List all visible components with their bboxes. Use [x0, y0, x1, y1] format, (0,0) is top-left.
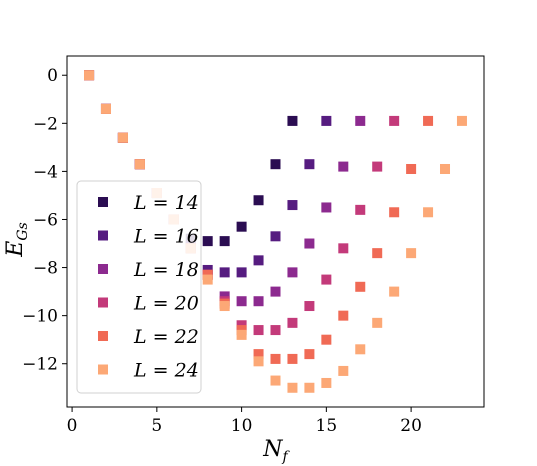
marker-series-4-point-19 [406, 163, 417, 174]
y-tick-label-1: −2 [33, 114, 58, 134]
marker-series-4-point-15 [338, 310, 349, 321]
x-tick-label-0: 0 [67, 416, 78, 436]
x-axis-label: Nf [262, 437, 290, 465]
marker-series-5-point-1 [100, 103, 111, 114]
legend-label-4: L = 22 [133, 326, 199, 348]
marker-series-3-point-10 [253, 325, 264, 336]
x-tick-label-3: 15 [316, 416, 338, 436]
marker-series-5-point-20 [423, 207, 434, 218]
marker-series-0-point-12 [287, 115, 298, 126]
legend-swatch-1 [98, 230, 108, 241]
marker-series-3-point-16 [355, 204, 366, 215]
marker-series-3-point-15 [338, 243, 349, 254]
marker-series-5-point-9 [236, 329, 247, 340]
marker-series-3-point-14 [321, 274, 332, 285]
marker-series-5-point-0 [84, 70, 95, 81]
marker-series-5-point-22 [456, 115, 467, 126]
legend-swatch-4 [98, 331, 108, 341]
marker-series-5-point-3 [134, 159, 145, 170]
marker-series-2-point-12 [287, 267, 298, 278]
plot-frame [66, 55, 485, 408]
marker-series-5-point-18 [389, 286, 400, 297]
marker-series-4-point-17 [372, 248, 383, 259]
x-tick-label-2: 10 [231, 416, 253, 436]
marker-series-5-point-15 [338, 365, 349, 376]
marker-series-3-point-11 [270, 325, 281, 336]
marker-series-3-point-12 [287, 317, 298, 328]
marker-series-4-point-12 [287, 353, 298, 364]
marker-series-5-point-21 [440, 163, 451, 174]
y-tick-label-5: −10 [22, 307, 58, 327]
marker-series-5-point-14 [321, 377, 332, 388]
y-axis-label: EGs [3, 222, 31, 257]
marker-series-3-point-13 [304, 301, 315, 312]
legend-swatch-5 [98, 364, 108, 375]
legend-label-2: L = 18 [133, 259, 199, 281]
legend-swatch-3 [98, 297, 108, 308]
marker-series-2-point-11 [270, 286, 281, 297]
x-axis: 0 5 10 15 20 [67, 407, 422, 436]
x-axis-label-main: N [262, 437, 283, 462]
legend-label-3: L = 20 [133, 293, 199, 315]
x-axis-label-sub: f [282, 449, 291, 465]
marker-series-0-point-10 [253, 195, 264, 206]
marker-series-1-point-11 [270, 231, 281, 242]
marker-series-2-point-16 [355, 115, 366, 126]
marker-series-5-point-11 [270, 375, 281, 386]
marker-series-2-point-9 [236, 296, 247, 307]
marker-series-4-point-16 [355, 281, 366, 292]
legend-label-1: L = 16 [133, 226, 199, 248]
legend-label-0: L = 14 [133, 192, 199, 214]
marker-series-1-point-8 [219, 267, 230, 278]
y-tick-label-0: 0 [47, 66, 58, 86]
marker-series-5-point-7 [202, 274, 213, 285]
marker-series-1-point-14 [321, 115, 332, 126]
y-tick-label-4: −8 [33, 259, 58, 279]
y-tick-label-6: −12 [22, 355, 58, 375]
legend-label-5: L = 24 [133, 360, 199, 382]
marker-series-5-point-10 [253, 356, 264, 367]
marker-series-5-point-17 [372, 317, 383, 328]
marker-series-1-point-10 [253, 255, 264, 266]
marker-series-5-point-16 [355, 344, 366, 355]
marker-series-4-point-11 [270, 353, 281, 364]
marker-series-2-point-13 [304, 238, 315, 249]
x-tick-label-1: 5 [151, 416, 162, 436]
y-axis-label-main: E [3, 241, 28, 258]
marker-series-4-point-10 [253, 349, 264, 360]
marker-series-3-point-17 [372, 161, 383, 172]
marker-series-0-point-11 [270, 159, 281, 170]
marker-series-5-point-19 [406, 248, 417, 259]
legend-swatch-0 [98, 197, 108, 207]
marker-series-5-point-2 [117, 132, 128, 143]
legend: L = 14 L = 16 L = 18 L = 20 L = 22 L = 24 [76, 180, 202, 394]
legend-swatch-2 [98, 264, 108, 274]
marker-series-0-point-7 [202, 236, 213, 247]
marker-series-5-point-8 [219, 301, 230, 312]
y-axis: 0 −2 −4 −6 −8 −10 −12 [22, 66, 67, 375]
marker-series-4-point-13 [304, 349, 315, 360]
marker-series-2-point-15 [338, 161, 349, 172]
marker-series-3-point-18 [389, 115, 400, 126]
marker-series-0-point-9 [236, 221, 247, 232]
y-tick-label-3: −6 [33, 210, 58, 230]
marker-series-4-point-18 [389, 207, 400, 218]
marker-series-5-point-12 [287, 382, 298, 393]
marker-series-5-point-13 [304, 382, 315, 393]
y-tick-label-2: −4 [33, 162, 58, 182]
y-axis-label-sub: Gs [15, 222, 31, 240]
x-tick-label-4: 20 [400, 416, 422, 436]
marker-series-0-point-8 [219, 236, 230, 247]
marker-series-2-point-14 [321, 202, 332, 213]
marker-series-2-point-10 [253, 296, 264, 307]
marker-series-1-point-12 [287, 200, 298, 211]
marker-series-4-point-14 [321, 334, 332, 345]
marker-series-4-point-20 [423, 115, 434, 126]
marker-series-1-point-13 [304, 159, 315, 170]
marker-series-1-point-9 [236, 267, 247, 278]
